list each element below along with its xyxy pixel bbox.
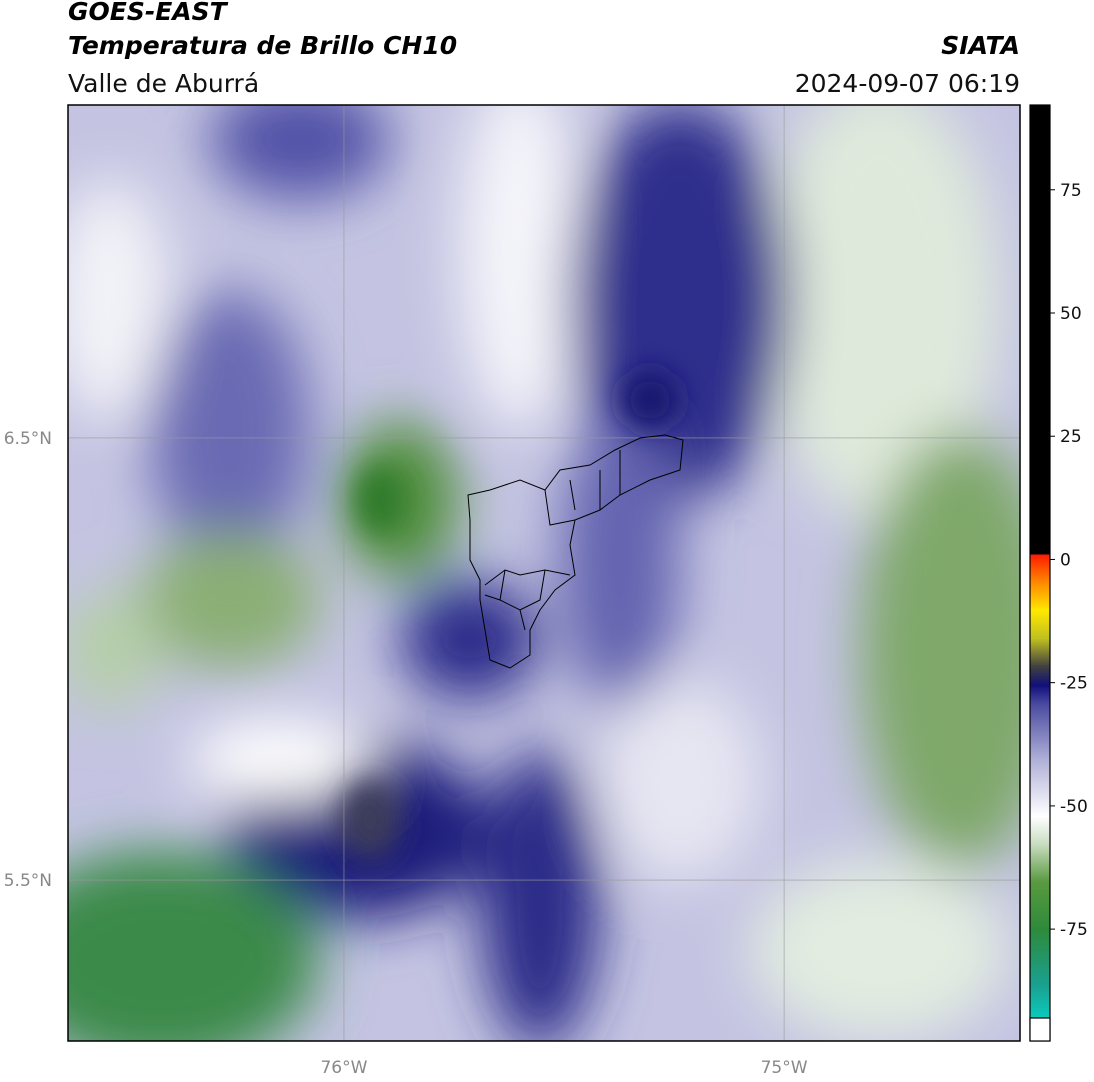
map-field bbox=[68, 105, 1020, 1041]
graticule: 6.5°N 5.5°N 76°W 75°W bbox=[4, 105, 1020, 1078]
title: GOES-EAST bbox=[68, 0, 229, 26]
subtitle: Temperatura de Brillo CH10 bbox=[68, 31, 457, 60]
lon-label: 76°W bbox=[320, 1058, 367, 1078]
source: SIATA bbox=[941, 31, 1020, 60]
colorbar-tick-label: 25 bbox=[1060, 427, 1082, 447]
colorbar-tick-label: 50 bbox=[1060, 304, 1082, 324]
colorbar-extend bbox=[1029, 1017, 1051, 1042]
colorbar bbox=[1029, 104, 1051, 1042]
lon-label: 75°W bbox=[761, 1058, 808, 1078]
colorbar-ticks: 75 50 25 0 -25 -50 -75 bbox=[1050, 181, 1088, 940]
map-frame bbox=[67, 104, 1021, 1042]
valle-de-aburra-boundaries bbox=[467, 434, 684, 669]
colorbar-tick-label: -50 bbox=[1060, 797, 1088, 817]
colorbar-tick-label: 75 bbox=[1060, 181, 1082, 201]
colorbar-tick-label: -75 bbox=[1060, 920, 1088, 940]
lat-label: 5.5°N bbox=[4, 871, 52, 891]
lat-label: 6.5°N bbox=[4, 429, 52, 449]
timestamp: 2024-09-07 06:19 bbox=[795, 69, 1020, 98]
region: Valle de Aburrá bbox=[68, 69, 259, 98]
colorbar-tick-label: -25 bbox=[1060, 674, 1088, 694]
colorbar-tick-label: 0 bbox=[1060, 550, 1071, 570]
